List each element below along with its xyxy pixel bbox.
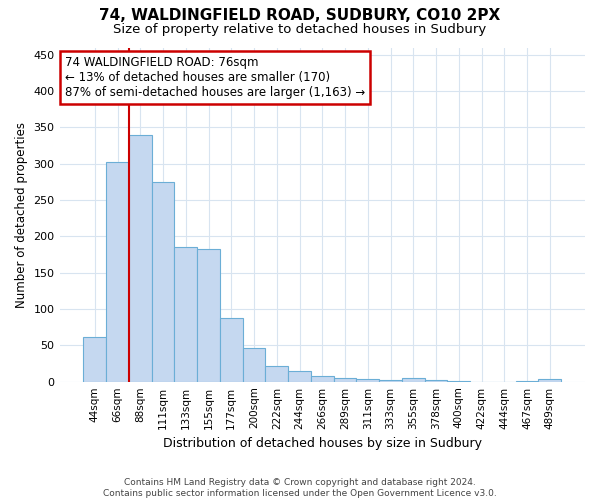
Bar — [311, 376, 334, 382]
Bar — [83, 336, 106, 382]
Bar — [220, 318, 242, 382]
Text: 74 WALDINGFIELD ROAD: 76sqm
← 13% of detached houses are smaller (170)
87% of se: 74 WALDINGFIELD ROAD: 76sqm ← 13% of det… — [65, 56, 365, 99]
X-axis label: Distribution of detached houses by size in Sudbury: Distribution of detached houses by size … — [163, 437, 482, 450]
Bar — [538, 379, 561, 382]
Text: Contains HM Land Registry data © Crown copyright and database right 2024.
Contai: Contains HM Land Registry data © Crown c… — [103, 478, 497, 498]
Bar — [334, 378, 356, 382]
Bar — [129, 134, 152, 382]
Y-axis label: Number of detached properties: Number of detached properties — [15, 122, 28, 308]
Text: 74, WALDINGFIELD ROAD, SUDBURY, CO10 2PX: 74, WALDINGFIELD ROAD, SUDBURY, CO10 2PX — [100, 8, 500, 22]
Bar — [242, 348, 265, 382]
Bar — [106, 162, 129, 382]
Bar — [197, 248, 220, 382]
Bar — [288, 371, 311, 382]
Bar — [448, 381, 470, 382]
Bar — [379, 380, 402, 382]
Bar — [356, 379, 379, 382]
Bar — [265, 366, 288, 382]
Bar — [402, 378, 425, 382]
Bar — [152, 182, 175, 382]
Bar — [175, 248, 197, 382]
Bar — [515, 381, 538, 382]
Bar — [425, 380, 448, 382]
Text: Size of property relative to detached houses in Sudbury: Size of property relative to detached ho… — [113, 22, 487, 36]
